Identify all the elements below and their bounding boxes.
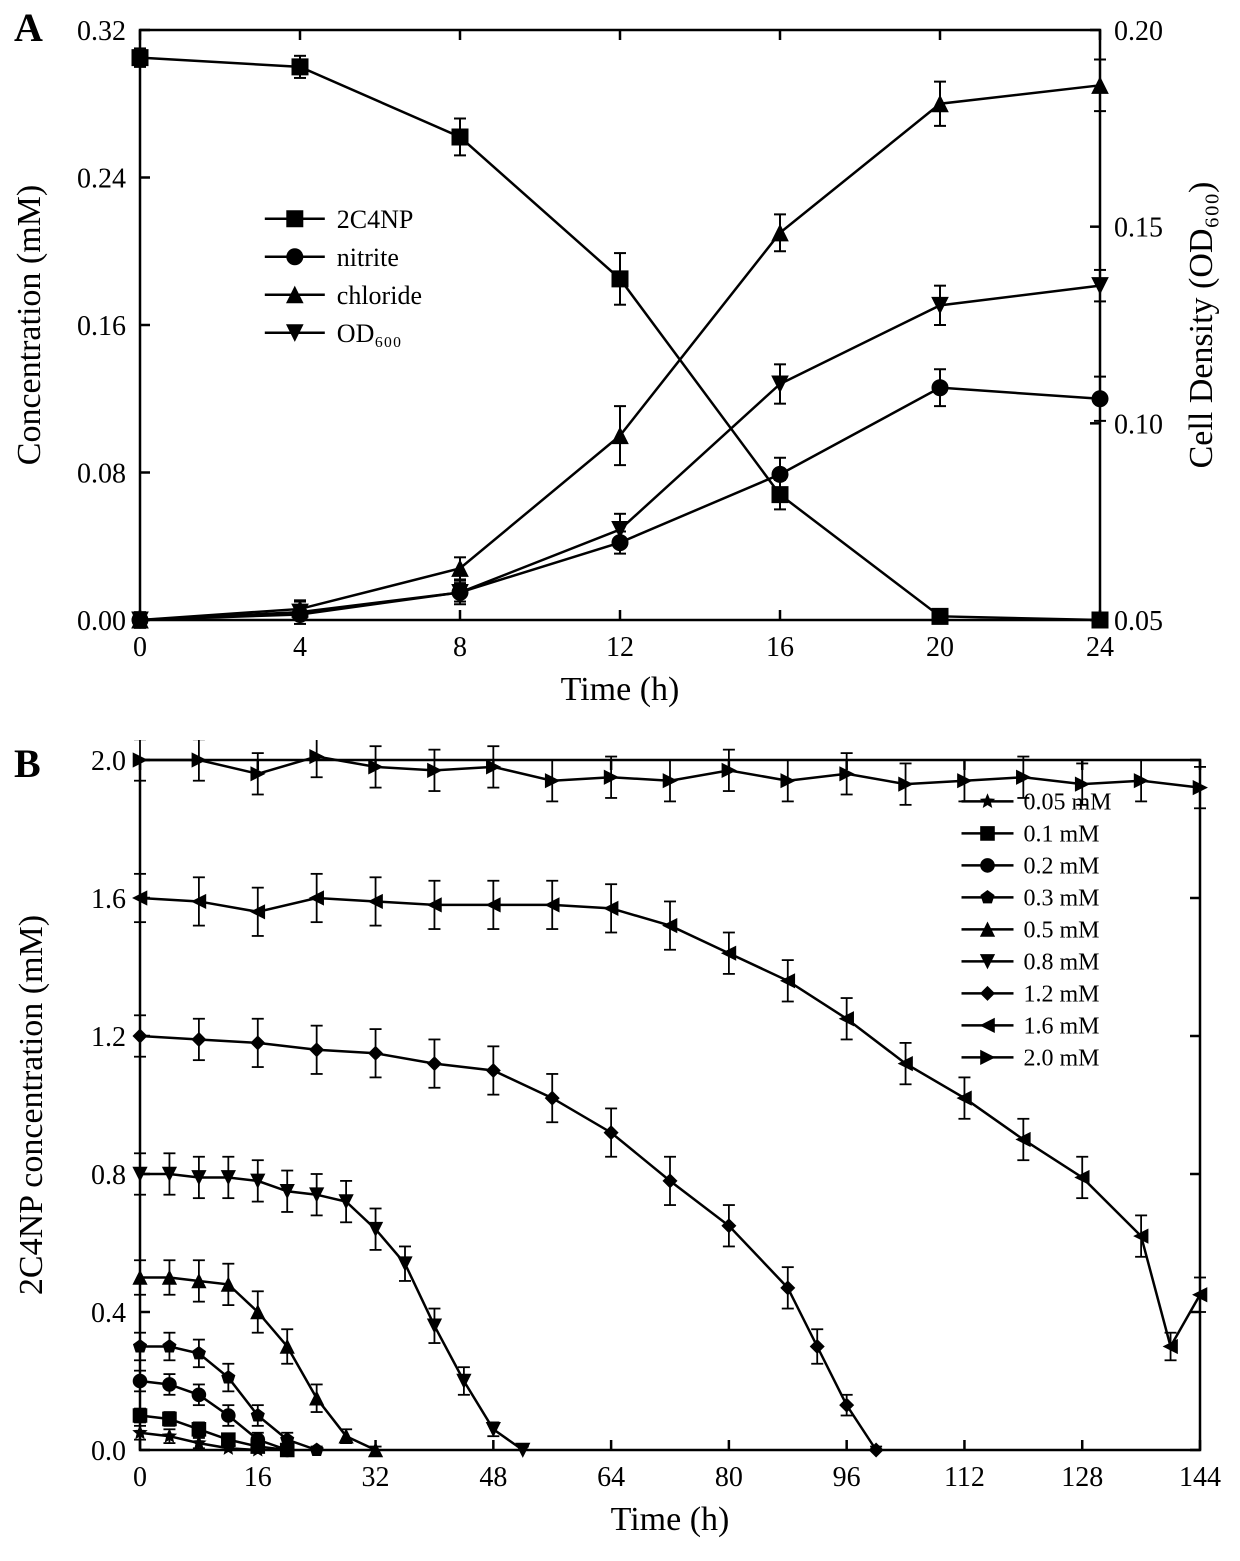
svg-text:0: 0 [133, 1462, 147, 1493]
svg-text:0.15: 0.15 [1114, 213, 1163, 244]
svg-text:8: 8 [453, 632, 467, 663]
figure-wrapper: A B 048121620240.000.080.160.240.320.050… [0, 0, 1240, 1561]
svg-text:1.2 mM: 1.2 mM [1024, 981, 1100, 1007]
svg-text:2.0: 2.0 [91, 746, 126, 777]
svg-text:144: 144 [1179, 1462, 1221, 1493]
svg-text:2C4NP concentration (mM): 2C4NP concentration (mM) [13, 915, 50, 1295]
svg-text:0.1 mM: 0.1 mM [1024, 821, 1100, 847]
svg-text:0.10: 0.10 [1114, 409, 1163, 440]
panel-a-chart: 0 4 8 12 16 20 24 0.00 0.08 0.16 0.24 0.32 0.05 0.10 0… [0, 0, 1240, 730]
svg-text:80: 80 [715, 1462, 743, 1493]
svg-text:128: 128 [1061, 1462, 1103, 1493]
svg-text:0.0: 0.0 [91, 1436, 126, 1467]
svg-text:2.0 mM: 2.0 mM [1024, 1045, 1100, 1071]
svg-text:0.16: 0.16 [77, 311, 126, 342]
svg-text:0.24: 0.24 [77, 164, 126, 195]
svg-text:1.6 mM: 1.6 mM [1024, 1013, 1100, 1039]
svg-text:20: 20 [926, 632, 954, 663]
svg-text:112: 112 [944, 1462, 985, 1493]
svg-text:1.2: 1.2 [91, 1022, 126, 1053]
svg-text:0.5 mM: 0.5 mM [1024, 917, 1100, 943]
svg-text:nitrite: nitrite [337, 243, 399, 272]
svg-text:0.05: 0.05 [1114, 606, 1163, 637]
svg-text:0.4: 0.4 [91, 1298, 126, 1329]
svg-text:48: 48 [479, 1462, 507, 1493]
svg-text:OD₆₀₀: OD₆₀₀ [337, 319, 402, 348]
svg-text:0.3 mM: 0.3 mM [1024, 885, 1100, 911]
svg-text:chloride: chloride [337, 281, 422, 310]
svg-text:12: 12 [606, 632, 634, 663]
svg-text:64: 64 [597, 1462, 625, 1493]
svg-text:32: 32 [362, 1462, 390, 1493]
svg-text:Time (h): Time (h) [611, 1501, 730, 1538]
svg-text:Cell Density (OD₆₀₀): Cell Density (OD₆₀₀) [1183, 182, 1220, 469]
svg-text:24: 24 [1086, 632, 1114, 663]
svg-text:0.32: 0.32 [77, 16, 126, 47]
svg-text:Concentration (mM): Concentration (mM) [11, 185, 48, 465]
svg-text:96: 96 [833, 1462, 861, 1493]
panel-b-chart: 0 16 32 48 64 80 96 112 128 144 0.0 0.4 0.8 1.2 1.6 2.0… [0, 740, 1240, 1560]
svg-text:0.20: 0.20 [1114, 16, 1163, 47]
svg-text:0.00: 0.00 [77, 606, 126, 637]
svg-text:16: 16 [766, 632, 794, 663]
svg-text:0.05 mM: 0.05 mM [1024, 789, 1112, 815]
svg-text:16: 16 [244, 1462, 272, 1493]
svg-text:0: 0 [133, 632, 147, 663]
svg-text:0.08: 0.08 [77, 459, 126, 490]
svg-text:0.2 mM: 0.2 mM [1024, 853, 1100, 879]
svg-text:0.8: 0.8 [91, 1160, 126, 1191]
svg-text:1.6: 1.6 [91, 884, 126, 915]
svg-text:0.8 mM: 0.8 mM [1024, 949, 1100, 975]
svg-text:4: 4 [293, 632, 307, 663]
svg-text:2C4NP: 2C4NP [337, 205, 414, 234]
svg-text:Time (h): Time (h) [561, 671, 680, 708]
